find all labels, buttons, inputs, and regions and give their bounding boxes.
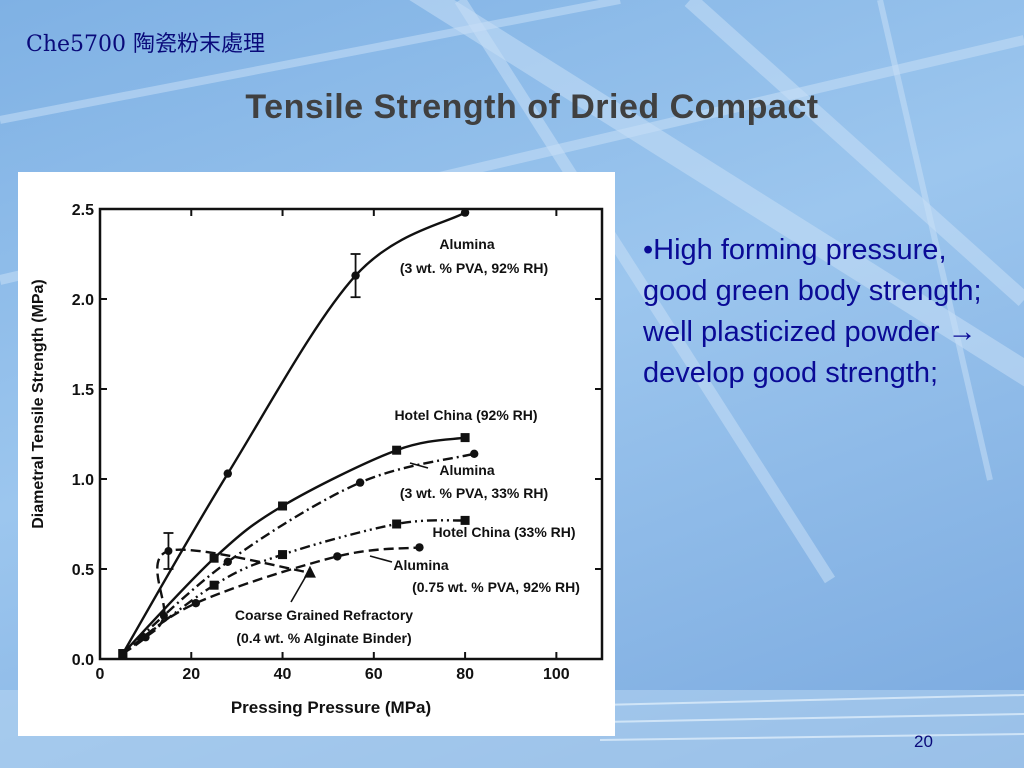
- series-line: [121, 211, 466, 655]
- data-point: [355, 478, 365, 487]
- x-tick-label: 80: [456, 666, 474, 683]
- annotation-label: Hotel China (92% RH): [394, 407, 537, 423]
- data-point: [141, 633, 150, 642]
- data-point: [415, 543, 424, 552]
- y-tick-label: 2.0: [72, 292, 94, 309]
- y-tick-label: 0.0: [72, 652, 94, 669]
- data-point: [209, 553, 219, 563]
- x-tick-label: 0: [96, 666, 105, 683]
- y-axis-label: Diametral Tensile Strength (MPa): [30, 279, 47, 529]
- annotation-label: Alumina: [393, 557, 448, 573]
- data-point: [460, 433, 470, 443]
- data-point: [392, 519, 402, 529]
- data-point: [460, 208, 470, 217]
- data-point: [223, 469, 232, 478]
- data-point: [333, 552, 342, 561]
- data-point: [460, 515, 470, 525]
- annotation-arrow: [369, 555, 393, 563]
- y-tick-label: 1.5: [72, 382, 94, 399]
- x-axis-label: Pressing Pressure (MPa): [231, 698, 431, 717]
- data-point: [470, 449, 479, 458]
- tensile-strength-chart: 0 20 40 60 80 100 0.0 0.5 1.0 1.5 2.0 2.5 Pressing P…: [30, 202, 604, 717]
- data-point: [118, 649, 127, 658]
- x-tick-label: 40: [274, 666, 292, 683]
- page-number: 20: [914, 732, 933, 751]
- annotation-label: (0.75 wt. % PVA, 92% RH): [412, 579, 580, 595]
- data-point: [209, 580, 219, 590]
- series-line: [122, 548, 311, 655]
- x-tick-label: 20: [182, 666, 200, 683]
- annotation-arrow: [409, 462, 429, 469]
- course-header: Che5700 陶瓷粉末處理: [26, 32, 266, 57]
- data-point: [159, 611, 168, 620]
- annotation-label: Alumina: [439, 236, 494, 252]
- data-point: [223, 557, 232, 566]
- slide-title: Tensile Strength of Dried Compact: [245, 88, 819, 126]
- data-point: [278, 550, 288, 560]
- y-tick-label: 1.0: [72, 472, 94, 489]
- plot-frame: [98, 207, 604, 661]
- x-tick-label: 60: [365, 666, 383, 683]
- y-tick-label: 2.5: [72, 202, 94, 219]
- annotation-label: (3 wt. % PVA, 33% RH): [400, 485, 548, 501]
- data-point: [303, 565, 316, 578]
- annotation-label: (0.4 wt. % Alginate Binder): [236, 630, 411, 646]
- data-point: [278, 501, 288, 511]
- data-point: [392, 445, 402, 455]
- annotation-label: Coarse Grained Refractory: [235, 607, 413, 623]
- series-line: [122, 452, 475, 655]
- annotation-label: (3 wt. % PVA, 92% RH): [400, 260, 548, 276]
- data-point: [191, 599, 201, 608]
- chart-figure: 0 20 40 60 80 100 0.0 0.5 1.0 1.5 2.0 2.5 Pressing P…: [18, 172, 615, 736]
- annotation-label: Hotel China (33% RH): [432, 524, 575, 540]
- annotation-arrow: [290, 575, 307, 603]
- y-tick-label: 0.5: [72, 562, 94, 579]
- annotation-label: Alumina: [439, 462, 494, 478]
- x-tick-label: 100: [543, 666, 570, 683]
- bullet-text: •High forming pressure, good green body …: [643, 234, 982, 389]
